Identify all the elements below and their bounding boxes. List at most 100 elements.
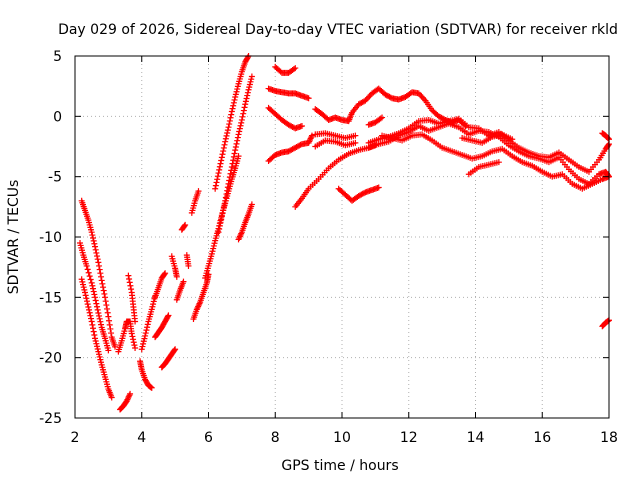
- data-point: [90, 237, 97, 244]
- data-point: [90, 285, 97, 292]
- data-point: [241, 104, 248, 111]
- series-track-ad: [335, 184, 382, 204]
- data-point: [215, 170, 222, 177]
- data-point: [605, 142, 612, 149]
- data-point: [100, 284, 107, 291]
- data-point: [90, 325, 97, 332]
- data-point: [94, 256, 101, 263]
- data-point: [88, 318, 95, 325]
- data-point: [90, 328, 97, 335]
- data-point: [224, 129, 231, 136]
- series-track-a: [78, 197, 119, 350]
- x-tick-label: 12: [400, 430, 418, 446]
- data-point: [213, 179, 220, 186]
- data-point: [105, 347, 112, 354]
- series-track-s: [212, 53, 252, 192]
- data-point: [83, 295, 90, 302]
- data-point: [226, 174, 233, 181]
- data-point: [232, 147, 239, 154]
- data-point: [236, 128, 243, 135]
- data-point: [495, 159, 502, 166]
- data-point: [150, 301, 157, 308]
- series-track-w: [265, 85, 312, 102]
- data-point: [91, 291, 98, 298]
- data-point: [108, 330, 115, 337]
- data-point: [243, 95, 250, 102]
- data-point: [129, 333, 136, 340]
- data-point: [131, 342, 138, 349]
- data-point: [217, 160, 224, 167]
- y-tick-label: 0: [53, 109, 62, 125]
- data-point: [214, 176, 221, 183]
- series-track-g: [137, 358, 155, 391]
- data-point: [93, 340, 100, 347]
- data-point: [232, 143, 239, 150]
- series-track-m: [178, 221, 189, 233]
- data-point: [95, 348, 102, 355]
- y-tick-label: -10: [39, 230, 62, 246]
- data-point: [85, 269, 92, 276]
- series-track-b: [77, 240, 112, 354]
- data-point: [173, 273, 180, 280]
- data-point: [233, 140, 240, 147]
- data-point: [97, 356, 104, 363]
- data-point: [305, 95, 312, 102]
- data-point: [105, 313, 112, 320]
- data-point: [92, 243, 99, 250]
- series-track-e: [115, 318, 139, 355]
- data-point: [143, 327, 150, 334]
- data-point: [195, 188, 202, 195]
- data-point: [87, 276, 94, 283]
- data-point: [220, 207, 227, 214]
- data-point: [208, 250, 215, 257]
- data-point: [88, 279, 95, 286]
- data-point: [220, 204, 227, 211]
- data-point: [461, 121, 468, 128]
- data-point: [80, 284, 87, 291]
- data-point: [245, 86, 252, 93]
- x-tick-label: 16: [533, 430, 551, 446]
- data-point: [215, 229, 222, 236]
- data-point: [91, 331, 98, 338]
- data-point: [102, 294, 109, 301]
- data-point: [164, 313, 171, 320]
- data-point: [236, 125, 243, 132]
- data-point: [94, 343, 101, 350]
- data-point: [224, 127, 231, 134]
- data-point: [509, 136, 516, 143]
- data-point: [233, 88, 240, 95]
- y-tick-label: -15: [39, 290, 62, 306]
- y-tick-label: -25: [39, 411, 62, 427]
- data-point: [93, 300, 100, 307]
- data-point: [88, 229, 95, 236]
- data-point: [375, 184, 382, 191]
- data-point: [82, 289, 89, 296]
- data-point: [126, 279, 133, 286]
- series-track-x: [265, 132, 315, 164]
- data-point: [86, 306, 93, 313]
- data-point: [108, 394, 115, 401]
- data-point: [242, 101, 249, 108]
- data-point: [216, 226, 223, 233]
- x-tick-label: 2: [71, 430, 80, 446]
- data-point: [216, 166, 223, 173]
- data-point: [221, 141, 228, 148]
- data-point: [98, 321, 105, 328]
- data-point: [140, 340, 147, 347]
- data-point: [605, 135, 612, 142]
- series-track-v: [272, 63, 299, 76]
- series-track-ai: [459, 131, 516, 146]
- data-point: [106, 321, 113, 328]
- series-track-k: [152, 312, 172, 341]
- data-point: [387, 94, 394, 101]
- series-track-y: [265, 104, 305, 132]
- data-point: [379, 114, 386, 121]
- data-point: [84, 301, 91, 308]
- data-point: [98, 273, 105, 280]
- y-tick-label: 5: [53, 49, 62, 65]
- series-track-ah: [379, 131, 612, 192]
- data-point: [90, 234, 97, 241]
- data-point: [228, 111, 235, 118]
- data-point: [308, 132, 315, 139]
- data-point: [96, 353, 103, 360]
